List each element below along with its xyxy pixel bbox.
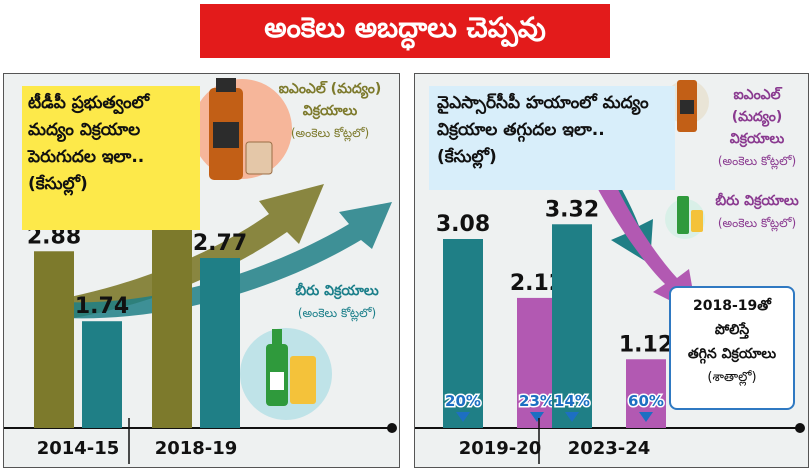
data-label-2019-20-series-0: 3.08: [436, 212, 490, 237]
right-chart-title: వైఎస్సార్‌సీపీ హయాంలో మద్యం విక్రయాల తగ్…: [429, 86, 675, 190]
percent-label-2023-24-series-0: 14%: [554, 392, 590, 410]
percent-label-2019-20-series-1: 23%: [519, 392, 555, 410]
x-axis-end-dot: [387, 423, 397, 433]
left-chart-title: టీడీపీ ప్రభుత్వంలో మద్యం విక్రయాల పెరుగు…: [22, 86, 200, 230]
left-legend-beer: బీరు విక్రయాలు (అంకెలు కోట్లలో): [295, 283, 379, 320]
down-arrow-icon: [456, 412, 470, 422]
down-arrow-icon: [530, 412, 544, 422]
beer-glass-icon: [290, 356, 316, 404]
data-label-2023-24-series-0: 3.32: [545, 197, 599, 222]
data-label-2023-24-series-1: 1.12: [619, 332, 673, 357]
data-label-2018-19-series-1: 2.77: [193, 231, 247, 256]
rising-arrow-olive: [34, 184, 324, 324]
percent-label-2019-20-series-0: 20%: [445, 392, 481, 410]
ysrcp-sales-chart: 3.08 20% 2.12 23% 2019-20 3.32 14% 1.12 60% 2023-…: [414, 73, 809, 468]
bar-2018-19-series-1: [200, 258, 240, 428]
beer-bottle-icon: [677, 196, 689, 234]
bar-2014-15-series-0: [34, 251, 74, 428]
category-label-2014-15: 2014-15: [37, 438, 120, 459]
beer-glass-icon: [691, 210, 703, 232]
percent-label-2023-24-series-1: 60%: [628, 392, 664, 410]
right-chart-canvas: 3.0820%2.1223%2019-203.3214%1.1260%2023-…: [415, 80, 805, 464]
down-arrow-icon: [565, 412, 579, 422]
whisky-glass-icon: [245, 141, 273, 175]
data-label-2014-15-series-1: 1.74: [75, 294, 129, 319]
bar-2019-20-series-0: [443, 239, 483, 428]
down-arrow-icon: [639, 412, 653, 422]
bar-2023-24-series-0: [552, 224, 592, 428]
right-legend-iml: ఐఎంఎల్ (మద్యం) విక్రయాలు (అంకెలు కోట్లలో…: [717, 87, 797, 168]
falling-arrow-purple: [590, 170, 697, 314]
right-legend-beer: బీరు విక్రయాలు (అంకెలు కోట్లలో): [715, 193, 799, 230]
bar-2018-19-series-0: [152, 192, 192, 428]
comparison-note: 2018-19తో పోలిస్తే తగ్గిన విక్రయాలు (శాత…: [669, 286, 795, 410]
bar-2014-15-series-1: [82, 321, 122, 428]
headline-text: అంకెలు అబద్ధాలు చెప్పవు: [264, 11, 546, 44]
x-axis-end-dot: [795, 423, 805, 433]
headline-banner: అంకెలు అబద్ధాలు చెప్పవు: [200, 4, 610, 58]
category-label-2023-24: 2023-24: [568, 438, 651, 459]
category-label-2018-19: 2018-19: [155, 438, 238, 459]
left-legend-iml: ఐఎంఎల్ (మద్యం) విక్రయాలు (అంకెలు కోట్లలో…: [278, 81, 382, 140]
bar-2019-20-series-1: [517, 297, 557, 428]
category-label-2019-20: 2019-20: [459, 438, 542, 459]
